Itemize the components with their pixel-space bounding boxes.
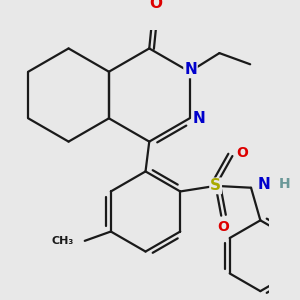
Text: CH₃: CH₃ xyxy=(51,236,74,246)
Text: H: H xyxy=(279,177,291,191)
Text: O: O xyxy=(217,220,229,234)
Text: O: O xyxy=(236,146,248,160)
Text: N: N xyxy=(193,111,205,126)
Text: S: S xyxy=(210,178,221,194)
Text: O: O xyxy=(149,0,162,11)
Text: N: N xyxy=(258,176,271,191)
Text: N: N xyxy=(184,62,197,77)
